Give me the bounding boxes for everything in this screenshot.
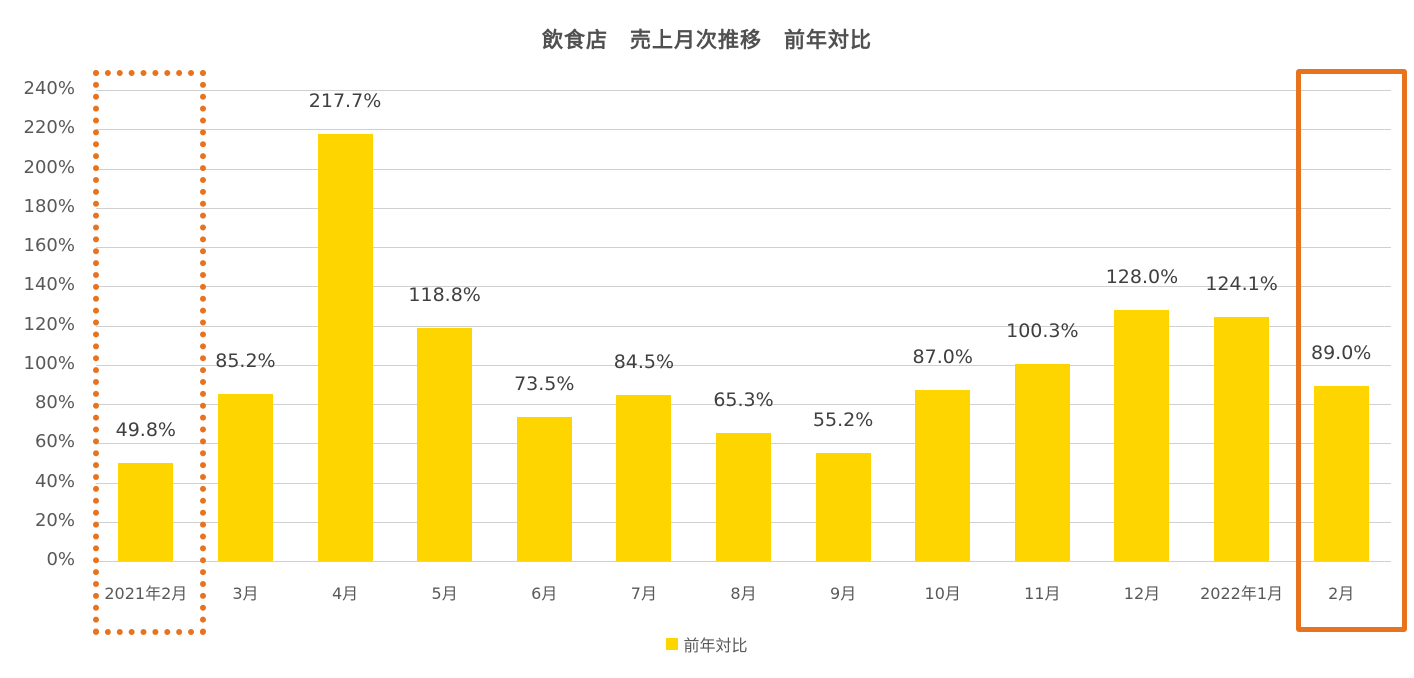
- bar: [317, 133, 373, 561]
- highlight-box-2022-feb: [1296, 69, 1407, 632]
- x-tick-label: 7月: [630, 584, 657, 603]
- data-label: 84.5%: [613, 351, 675, 374]
- y-tick-label: 180%: [23, 195, 75, 217]
- gridline: [96, 90, 1391, 91]
- data-label: 118.8%: [408, 283, 481, 306]
- legend-label: 前年対比: [683, 636, 748, 655]
- gridline: [96, 207, 1391, 209]
- bar: [1313, 386, 1369, 561]
- x-tick-label: 2022年1月: [1200, 584, 1284, 603]
- plot-area: 49.8% 85.2% 217.7% 118.8% 73.5% 84.5% 65.3% 55.…: [96, 89, 1391, 562]
- y-tick-label: 100%: [23, 352, 75, 374]
- chart-title: 飲食店 売上月次推移 前年対比: [542, 28, 872, 52]
- y-tick-label: 80%: [34, 392, 75, 413]
- y-tick-label: 20%: [34, 509, 75, 531]
- x-tick-label: 2月: [1328, 584, 1355, 603]
- y-tick-label: 40%: [34, 470, 75, 492]
- y-tick-label: 60%: [34, 431, 75, 453]
- x-tick-label: 10月: [924, 584, 961, 603]
- legend: 前年対比: [0, 632, 1414, 656]
- data-label: 73.5%: [514, 372, 575, 395]
- legend-swatch-icon: [666, 638, 679, 650]
- x-tick-label: 4月: [331, 584, 359, 603]
- x-tick-label: 6月: [531, 584, 558, 603]
- x-tick-label: 5月: [431, 584, 458, 603]
- bar: [716, 432, 771, 561]
- gridline: [96, 129, 1391, 131]
- y-tick-label: 220%: [23, 117, 75, 139]
- data-label: 65.3%: [713, 388, 774, 411]
- bar: [815, 452, 871, 561]
- bar: [616, 395, 672, 561]
- x-tick-label: 8月: [730, 584, 757, 603]
- gridline: [96, 325, 1391, 327]
- bar: [417, 327, 473, 561]
- x-tick-label: 3月: [232, 584, 259, 603]
- gridline: [96, 561, 1391, 562]
- data-label: 128.0%: [1105, 265, 1179, 288]
- gridline: [96, 168, 1391, 170]
- y-tick-label: 140%: [23, 274, 75, 296]
- x-tick-label: 2021年2月: [104, 584, 188, 603]
- data-label: 55.2%: [812, 408, 874, 431]
- y-tick-label: 240%: [23, 78, 75, 99]
- gridline: [96, 247, 1391, 248]
- bar: [1114, 309, 1170, 561]
- data-label: 87.0%: [912, 346, 973, 369]
- data-label: 217.7%: [308, 89, 382, 112]
- bar: [516, 416, 572, 561]
- x-tick-label: 12月: [1123, 584, 1161, 603]
- data-label: 85.2%: [215, 349, 276, 372]
- bar: [915, 390, 971, 561]
- gridline: [96, 404, 1391, 405]
- bar: [217, 393, 273, 561]
- bar: [118, 463, 174, 561]
- data-label: 49.8%: [115, 419, 176, 442]
- gridline: [96, 364, 1391, 366]
- highlight-box-2021-feb: [93, 70, 206, 635]
- data-label: 124.1%: [1205, 273, 1278, 296]
- x-tick-label: 11月: [1024, 584, 1061, 603]
- x-tick-label: 9月: [830, 584, 857, 603]
- y-tick-label: 200%: [23, 156, 75, 178]
- gridline: [96, 286, 1391, 288]
- bar: [1014, 364, 1070, 561]
- y-tick-label: 0%: [46, 549, 75, 570]
- y-tick-label: 120%: [23, 313, 75, 335]
- data-label: 89.0%: [1311, 342, 1372, 365]
- data-label: 100.3%: [1006, 320, 1079, 343]
- y-tick-label: 160%: [23, 235, 75, 256]
- bar: [1214, 317, 1270, 561]
